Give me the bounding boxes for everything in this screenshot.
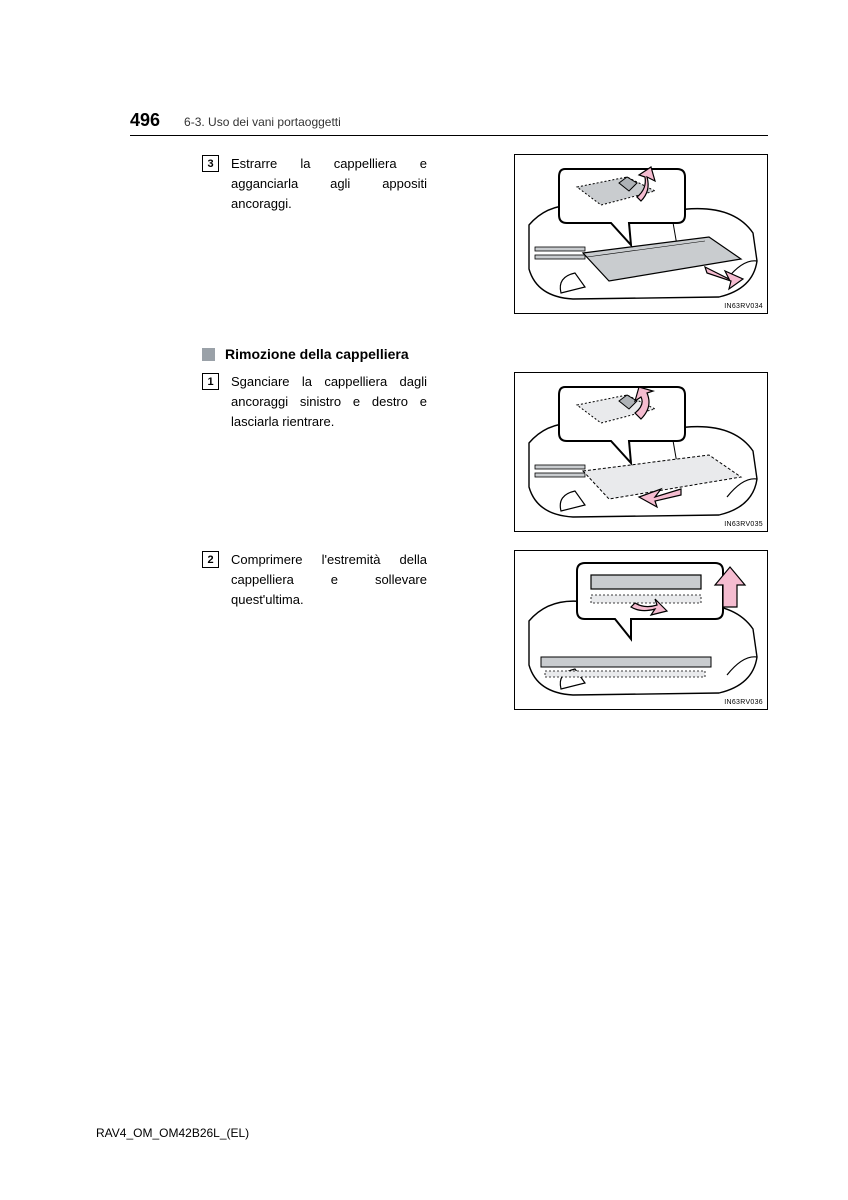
w1: Comprimere <box>231 550 303 570</box>
step-2-text: Comprimere l'estremità della cappelliera… <box>231 550 427 610</box>
step-badge-1: 1 <box>202 373 219 390</box>
step-1-text: Sganciare la cappelliera dagli ancoraggi… <box>231 372 427 432</box>
figure-code-1: IN63RV034 <box>724 303 763 310</box>
figure-2: IN63RV035 <box>514 372 768 532</box>
w2: l'estremità <box>322 550 381 570</box>
arrow-retract-icon <box>635 483 685 509</box>
step-badge-3: 3 <box>202 155 219 172</box>
footer-code: RAV4_OM_OM42B26L_(EL) <box>96 1126 249 1140</box>
page-header: 496 6-3. Uso dei vani portaoggetti <box>130 110 768 136</box>
callout-bubble-icon <box>557 379 687 467</box>
w4: cappelliera <box>231 570 294 590</box>
page-number: 496 <box>130 110 160 131</box>
step-2: 2 Comprimere l'estremità della cappellie… <box>202 550 430 610</box>
step-row-3: 3 Estrarre la cappelliera e agganciarla … <box>202 154 768 332</box>
figure-code-2: IN63RV035 <box>724 521 763 528</box>
subheading-text: Rimozione della cappelliera <box>225 346 409 362</box>
w6: sollevare <box>375 570 427 590</box>
subheading-row: Rimozione della cappelliera <box>202 346 768 362</box>
square-bullet-icon <box>202 348 215 361</box>
callout-bubble-icon <box>575 555 725 643</box>
page-container: 496 6-3. Uso dei vani portaoggetti 3 Est… <box>0 0 848 768</box>
arrow-up-icon <box>713 565 747 609</box>
content-area: 3 Estrarre la cappelliera e agganciarla … <box>130 154 768 728</box>
figure-1: IN63RV034 <box>514 154 768 314</box>
step-badge-2: 2 <box>202 551 219 568</box>
figure-3: IN63RV036 <box>514 550 768 710</box>
w5: e <box>331 570 338 590</box>
step-1: 1 Sganciare la cappelliera dagli ancorag… <box>202 372 430 432</box>
step-3: 3 Estrarre la cappelliera e agganciarla … <box>202 154 430 214</box>
section-title: 6-3. Uso dei vani portaoggetti <box>184 115 341 129</box>
callout-bubble-icon <box>557 161 687 249</box>
figure-code-3: IN63RV036 <box>724 699 763 706</box>
step-row-2: 2 Comprimere l'estremità della cappellie… <box>202 550 768 728</box>
w3: della <box>400 550 427 570</box>
w7: quest'ultima. <box>231 590 427 610</box>
step-row-1: 1 Sganciare la cappelliera dagli ancorag… <box>202 372 768 550</box>
arrow-pull-icon <box>701 261 745 291</box>
step-3-text: Estrarre la cappelliera e agganciarla ag… <box>231 154 427 214</box>
